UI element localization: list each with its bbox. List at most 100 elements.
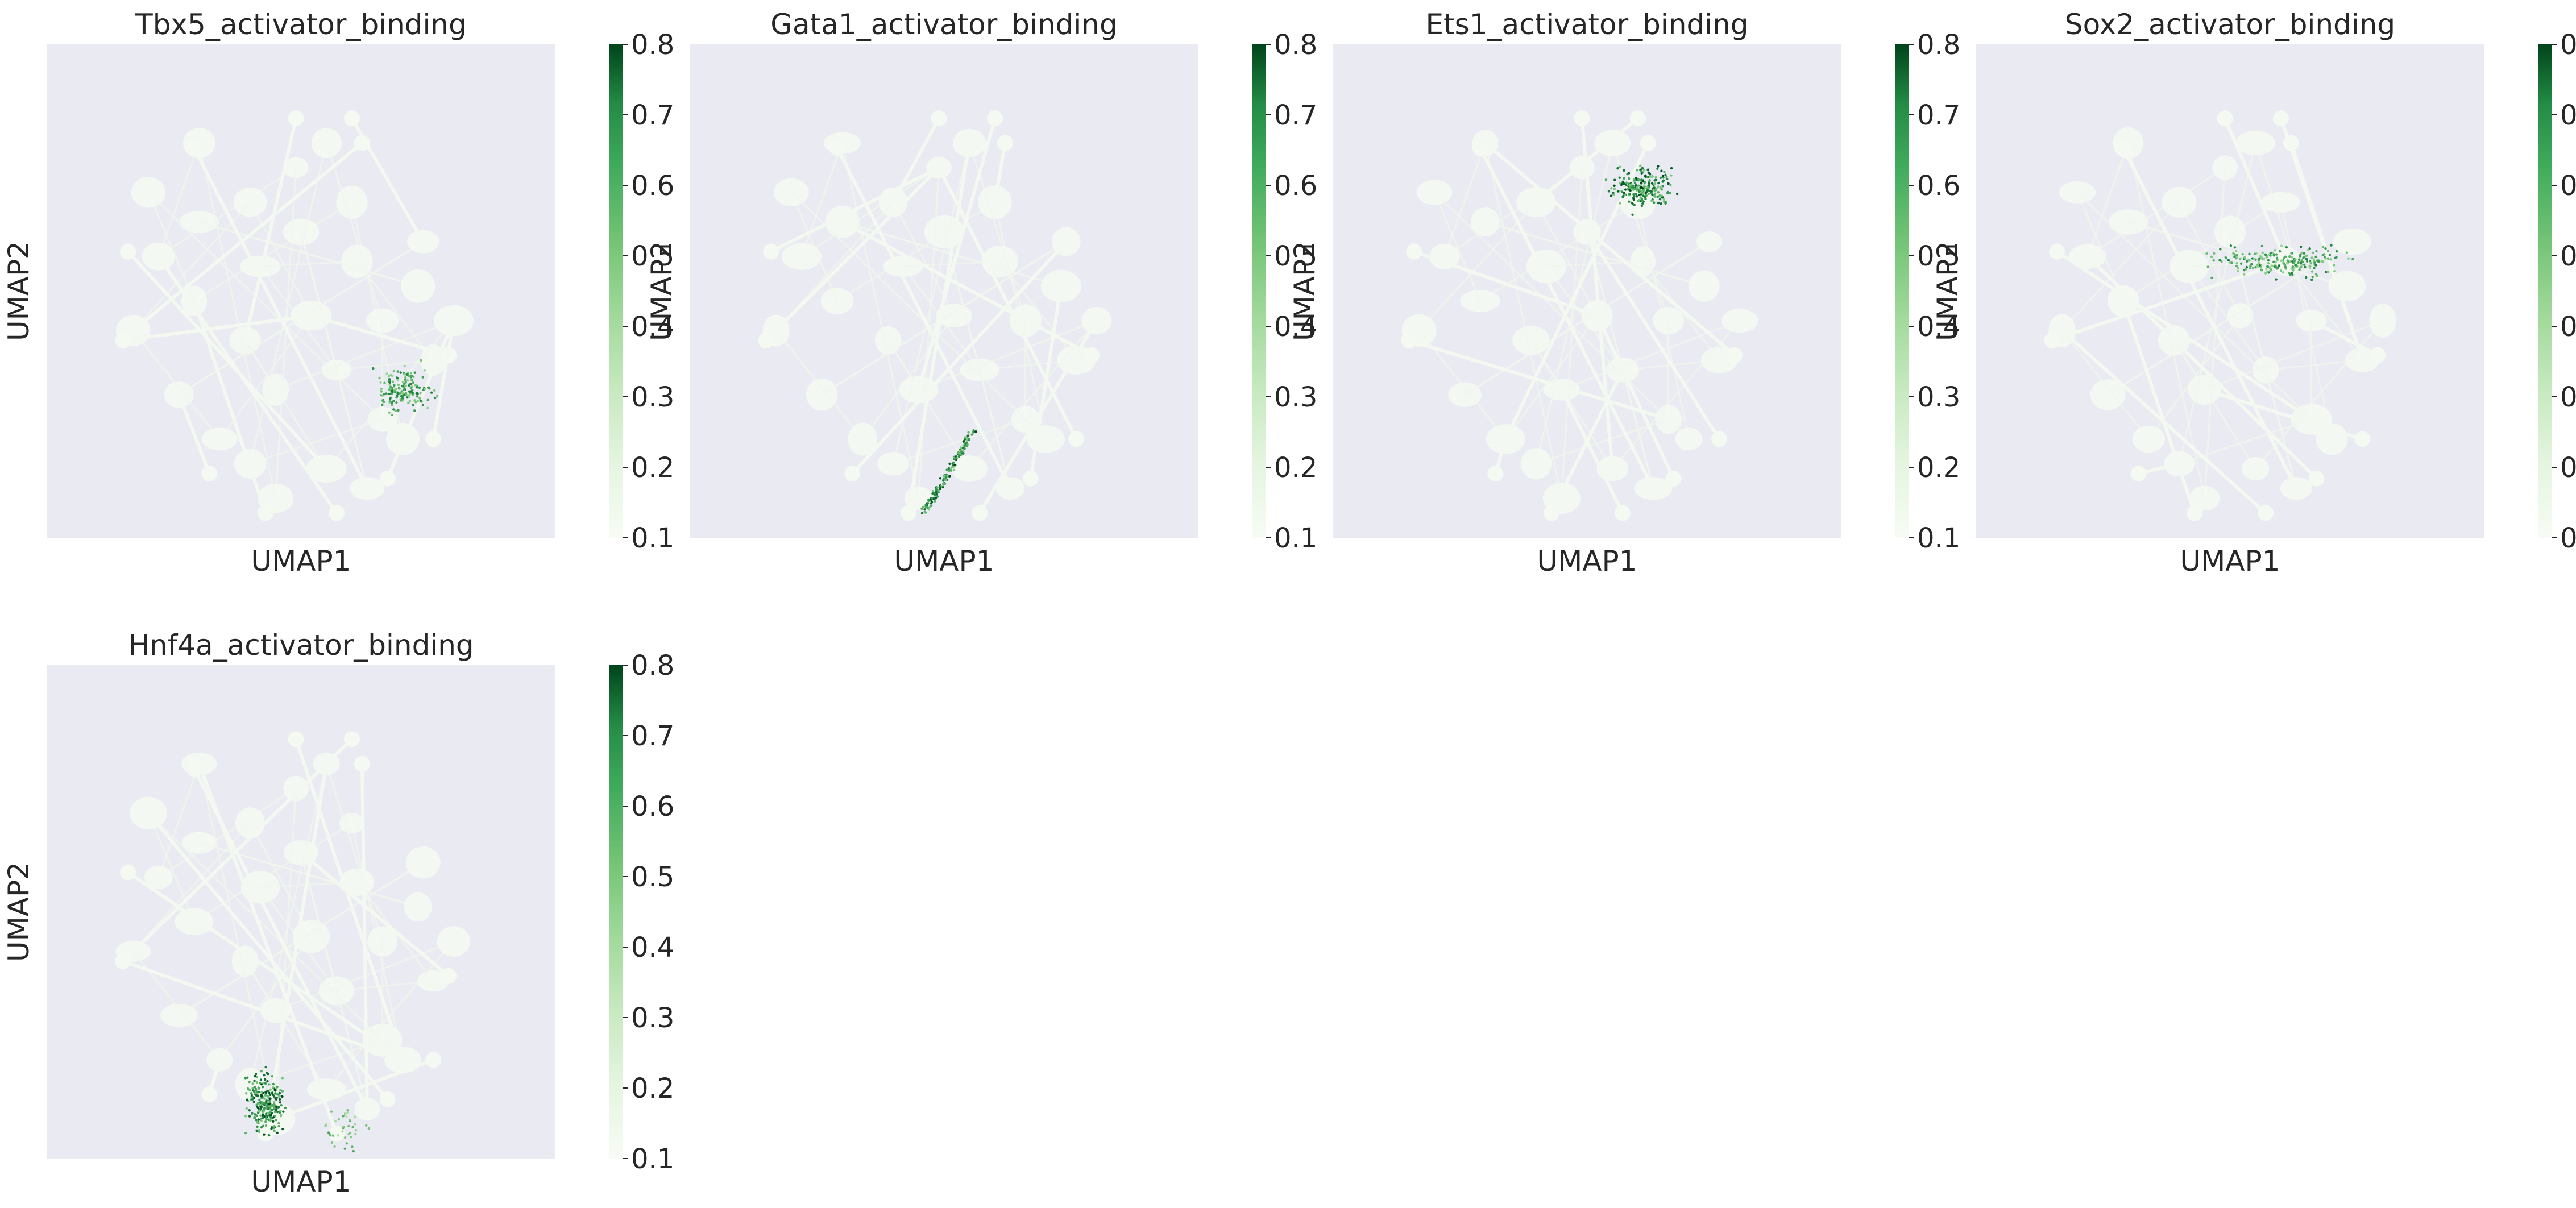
cell-streak: [918, 319, 1097, 391]
cell-point: [1613, 184, 1616, 188]
cell-point: [1660, 169, 1663, 172]
cell-point: [2315, 250, 2318, 253]
cell-point: [273, 1110, 277, 1114]
x-axis-label: UMAP1: [251, 545, 351, 578]
cell-point: [254, 1073, 258, 1076]
cell-point: [957, 452, 960, 455]
cell-point: [1654, 192, 1657, 196]
cell-tip: [379, 1091, 396, 1107]
cell-point: [344, 1112, 347, 1115]
cell-point: [1612, 193, 1615, 196]
cell-streak: [1586, 231, 1654, 489]
cell-point: [2298, 268, 2301, 271]
colorbar-tick-label: 0.4: [1917, 311, 1960, 343]
cell-cluster: [2235, 131, 2275, 156]
cell-point: [259, 1114, 262, 1118]
cell-point: [953, 457, 956, 460]
cell-point: [2237, 269, 2240, 272]
cell-cluster: [339, 812, 365, 834]
cell-streak: [1433, 192, 1481, 301]
cell-point: [967, 431, 970, 434]
cell-point: [936, 495, 939, 498]
cell-tip: [1543, 505, 1559, 521]
cell-point: [2299, 266, 2302, 269]
cell-point: [966, 443, 969, 446]
cell-point: [410, 379, 413, 381]
cell-point: [271, 1109, 274, 1112]
cell-arm: [851, 240, 1068, 476]
cell-streak: [356, 261, 434, 361]
cell-point: [276, 1086, 279, 1089]
cell-point: [1631, 213, 1634, 216]
cell-point: [396, 378, 399, 381]
cell-tip: [354, 755, 370, 772]
cell-point: [1648, 179, 1651, 182]
cell-point: [2274, 261, 2278, 264]
cell-point: [261, 1086, 264, 1089]
cell-point: [1613, 178, 1616, 181]
cell-arm: [273, 1058, 435, 1121]
cell-tip: [257, 1126, 273, 1142]
cell-point: [1660, 202, 1662, 205]
cell-point: [1670, 167, 1673, 170]
cell-cluster: [1696, 231, 1722, 252]
cell-point: [1670, 174, 1673, 177]
cell-point: [1642, 184, 1646, 187]
cell-point: [931, 492, 934, 495]
cell-point: [2260, 244, 2263, 248]
cell-point: [346, 1111, 350, 1114]
cell-point: [1639, 196, 1642, 199]
cell-point: [2289, 260, 2292, 263]
cell-point: [2253, 252, 2256, 256]
cell-point: [327, 1131, 330, 1134]
cell-point: [1660, 188, 1664, 191]
cell-point: [2310, 256, 2313, 259]
plot-background: [47, 44, 555, 538]
colorbar-tick-label: 0.3: [2560, 381, 2576, 413]
cell-point: [275, 1119, 277, 1122]
cell-point: [343, 1147, 346, 1150]
cell-arm: [1595, 314, 1675, 480]
cell-point: [2283, 256, 2286, 259]
cell-point: [937, 489, 940, 492]
cell-cluster: [848, 422, 878, 456]
cell-streak: [1484, 143, 1563, 499]
cell-point: [2285, 261, 2289, 265]
cell-point: [276, 1131, 279, 1134]
cell-point: [426, 398, 429, 401]
cell-cluster: [936, 304, 972, 328]
cell-point: [276, 1110, 279, 1114]
highlighted-cells: [372, 359, 439, 417]
cell-tip: [1068, 431, 1085, 447]
cell-point: [1646, 189, 1649, 192]
cell-point: [972, 429, 975, 432]
cell-point: [279, 1109, 282, 1112]
cell-point: [2291, 256, 2293, 259]
cell-point: [264, 1120, 267, 1123]
cell-point: [244, 1077, 247, 1080]
cell-point: [2253, 258, 2255, 260]
cell-point: [934, 493, 936, 496]
cell-point: [341, 1130, 344, 1133]
cell-point: [263, 1082, 267, 1085]
cell-point: [281, 1127, 284, 1131]
cell-point: [389, 397, 392, 400]
cell-point: [263, 1073, 266, 1077]
cell-point: [1616, 167, 1619, 170]
cell-point: [2326, 250, 2330, 252]
cell-point: [1653, 179, 1656, 182]
cell-point: [257, 1118, 260, 1121]
cell-streak: [2178, 202, 2241, 317]
cell-point: [2228, 261, 2231, 264]
colorbar-tick-label: 0.1: [631, 522, 674, 554]
cell-point: [2284, 267, 2287, 270]
cell-point: [2310, 270, 2314, 273]
cell-point: [1604, 178, 1607, 181]
cell-point: [2230, 261, 2233, 264]
cell-point: [260, 1126, 263, 1129]
cell-arm: [2050, 259, 2288, 342]
cell-point: [2243, 273, 2246, 276]
cell-point: [2272, 260, 2275, 263]
cell-streak: [198, 143, 277, 499]
cell-point: [267, 1090, 270, 1093]
